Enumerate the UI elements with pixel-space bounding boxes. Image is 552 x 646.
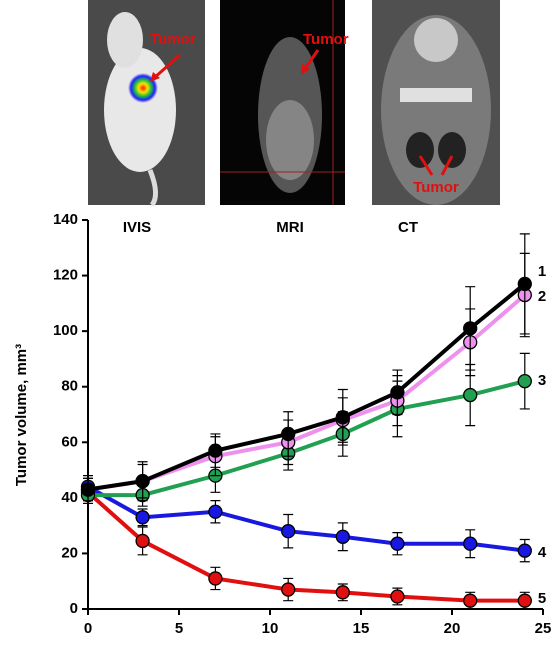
x-tick-label: 25 — [535, 620, 552, 637]
marker — [463, 593, 478, 608]
marker — [208, 571, 223, 586]
marker — [281, 426, 296, 442]
marker — [390, 589, 405, 604]
annotation: Tumor — [413, 179, 459, 196]
y-tick-label: 40 — [61, 489, 78, 506]
y-tick-label: 0 — [70, 600, 78, 617]
ivis-image: Tumor — [88, 0, 205, 207]
x-tick-label: 15 — [353, 620, 370, 637]
series-label: 5 — [538, 590, 546, 607]
marker — [390, 385, 405, 400]
y-tick-label: 120 — [53, 267, 78, 284]
marker — [281, 582, 296, 597]
marker — [135, 510, 150, 525]
marker — [517, 276, 532, 292]
marker — [335, 529, 350, 544]
x-tick-label: 0 — [84, 620, 92, 637]
marker — [135, 533, 150, 549]
panel-label: CT — [398, 219, 418, 236]
series-line — [87, 282, 527, 492]
marker — [463, 387, 478, 403]
y-tick-label: 80 — [61, 378, 78, 395]
panel-label: IVIS — [123, 219, 151, 236]
x-tick-label: 10 — [262, 620, 279, 637]
marker — [281, 524, 296, 539]
mri-image: Tumor — [220, 0, 349, 205]
y-tick-label: 140 — [53, 211, 78, 228]
ct-image: Tumor — [372, 0, 500, 205]
y-axis-label: Tumor volume, mm³ — [13, 344, 30, 486]
series-label: 1 — [538, 263, 546, 280]
marker — [335, 585, 350, 600]
series-line — [87, 293, 527, 492]
marker — [80, 482, 96, 497]
series-line — [87, 484, 526, 553]
marker — [517, 543, 532, 558]
panel-label: MRI — [276, 219, 304, 236]
x-tick-label: 5 — [175, 620, 183, 637]
annotation: Tumor — [150, 31, 196, 48]
series-label: 4 — [538, 544, 547, 561]
series-label: 2 — [538, 288, 546, 305]
y-tick-label: 60 — [61, 433, 78, 450]
y-tick-label: 100 — [53, 322, 78, 339]
marker — [517, 374, 532, 389]
series-label: 3 — [538, 372, 546, 389]
annotation: Tumor — [303, 31, 349, 48]
x-tick-label: 20 — [444, 620, 461, 637]
series-line — [88, 379, 526, 498]
marker — [135, 474, 150, 489]
marker — [208, 504, 223, 519]
marker — [517, 593, 532, 608]
marker — [463, 536, 478, 551]
y-tick-label: 20 — [61, 544, 78, 561]
marker — [390, 536, 405, 551]
marker — [335, 410, 350, 425]
marker — [463, 321, 478, 336]
marker — [208, 443, 223, 458]
series-line — [86, 490, 525, 603]
